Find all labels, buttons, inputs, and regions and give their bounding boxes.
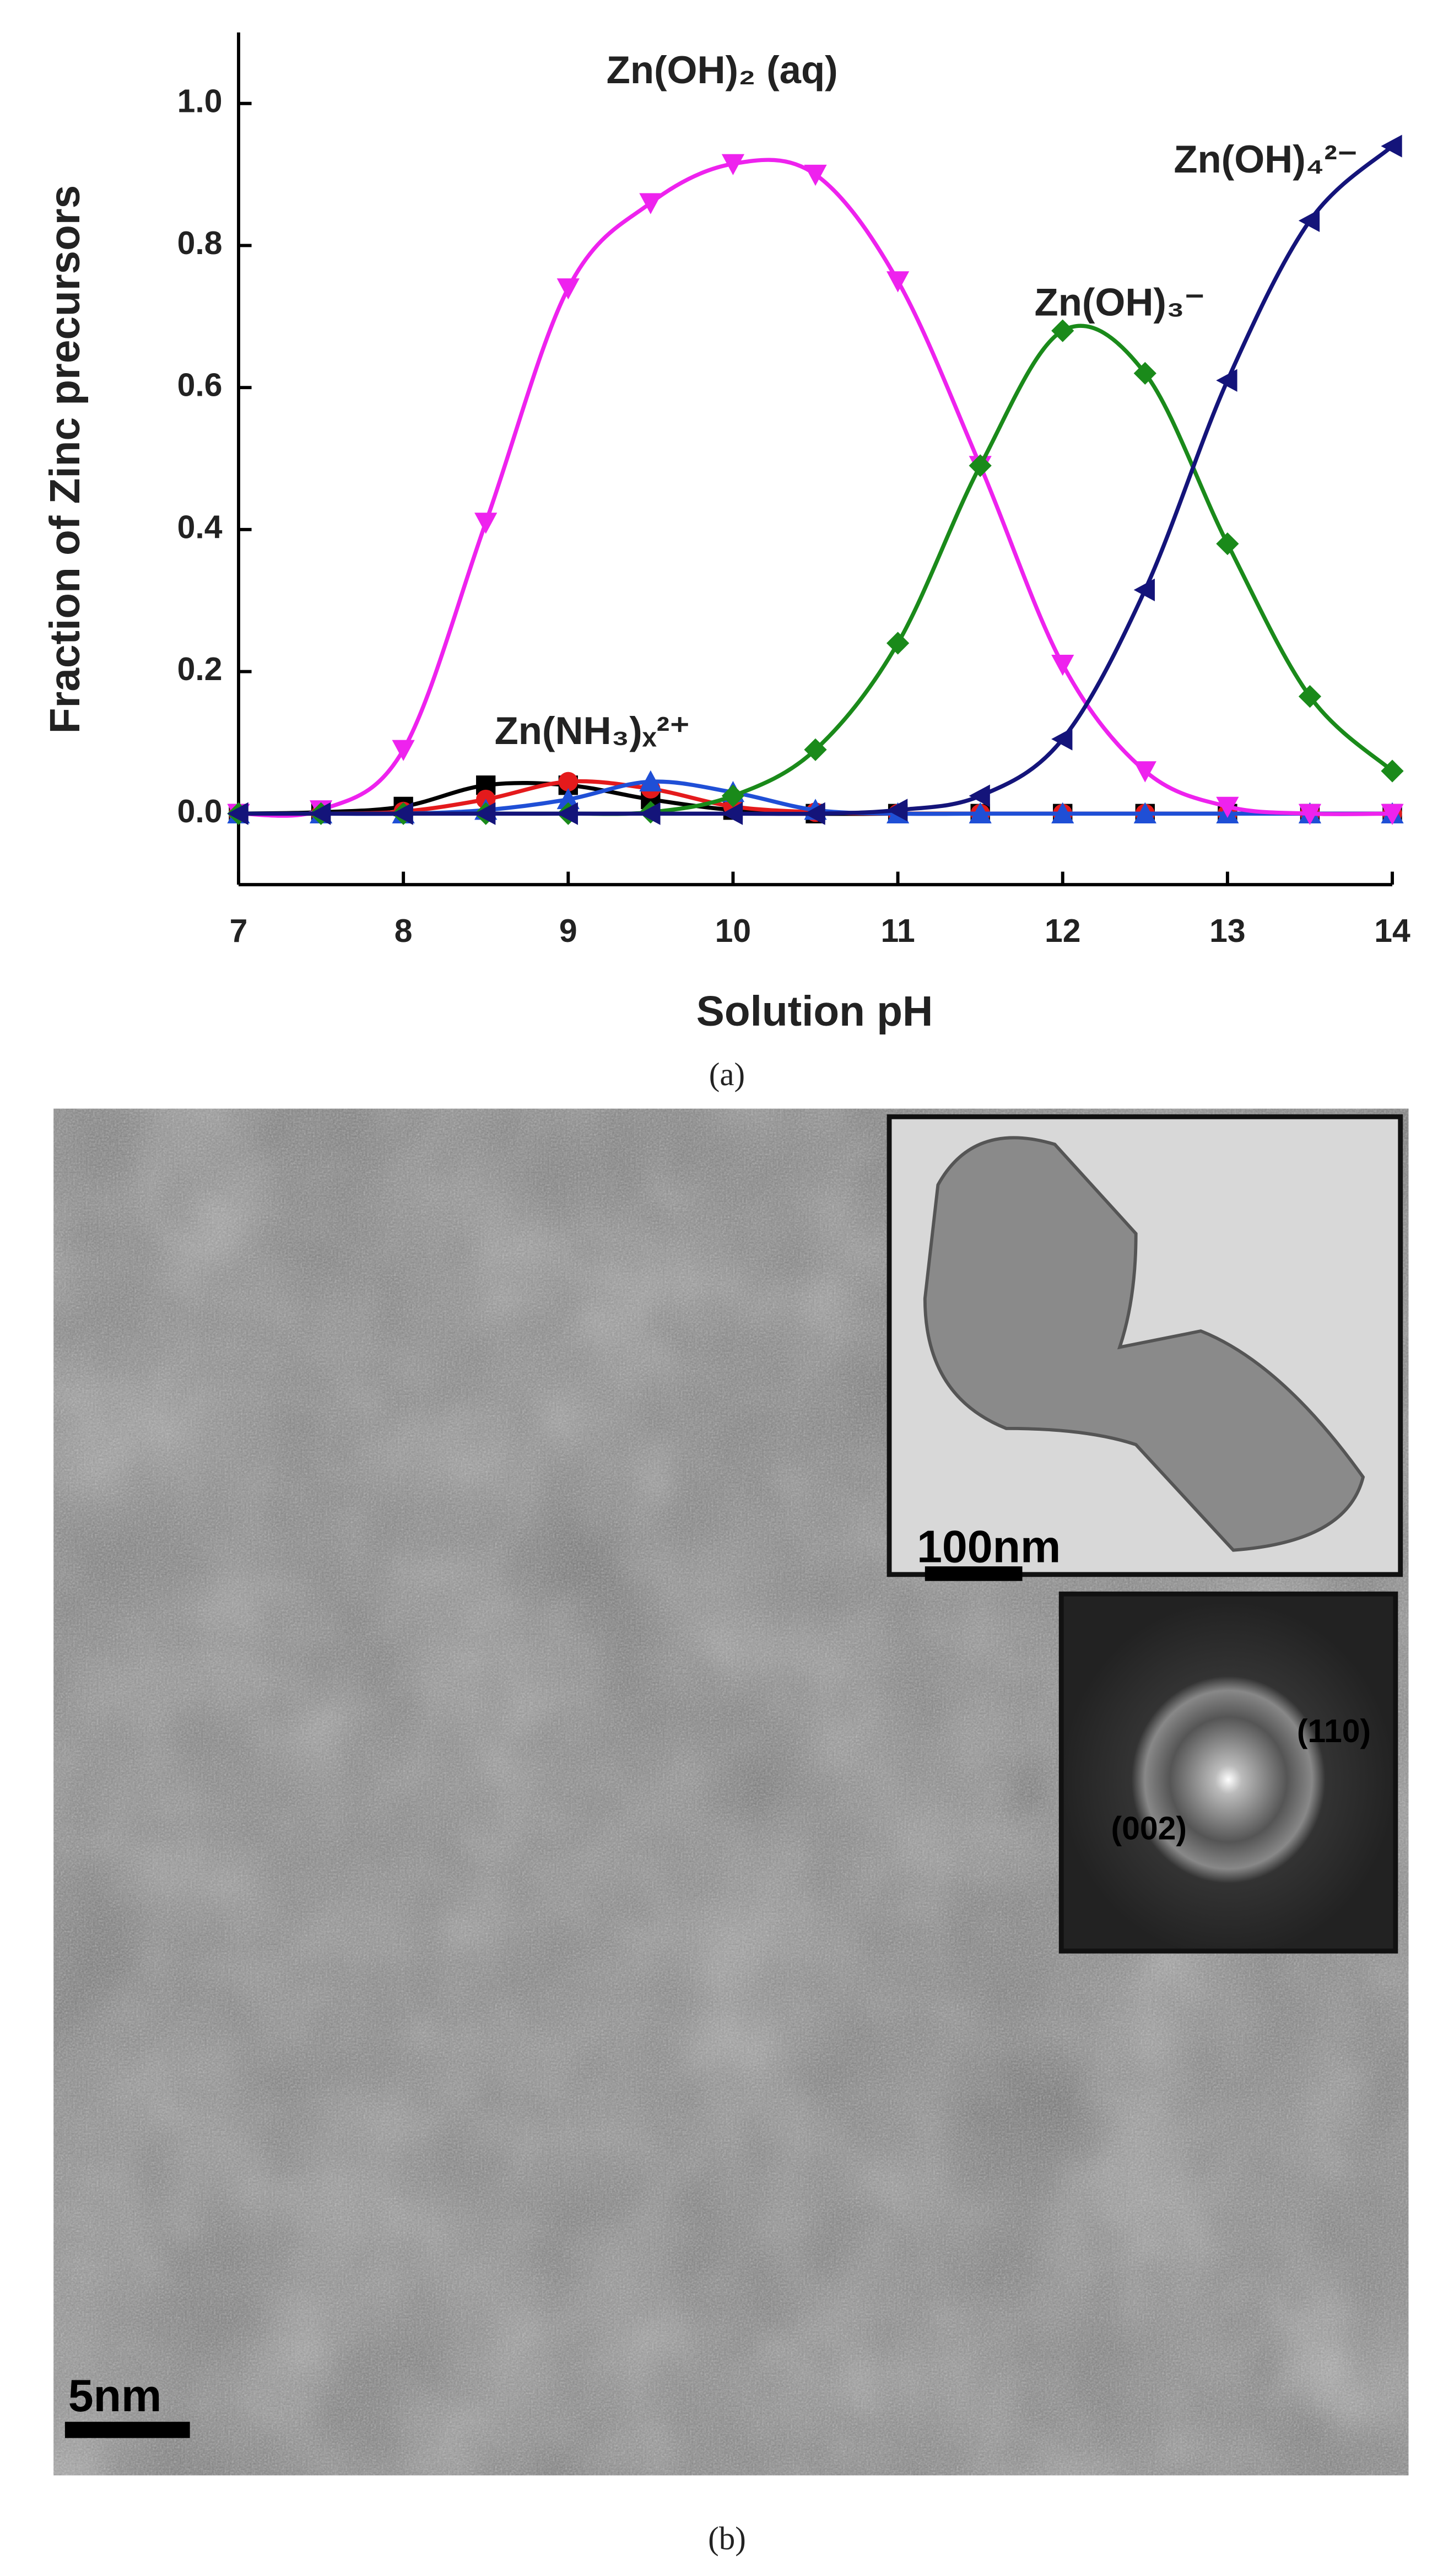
marker (1381, 134, 1402, 158)
x-tick-label: 13 (1209, 913, 1246, 949)
inset-fft (1058, 1591, 1398, 1954)
marker (721, 802, 743, 825)
marker (969, 784, 990, 807)
marker (969, 802, 992, 823)
marker (1051, 319, 1074, 342)
marker (1133, 761, 1156, 783)
diffraction-label: (110) (1297, 1713, 1371, 1749)
micrograph: 100nm (110) (002) 5nm (53, 1108, 1409, 2476)
marker (1133, 578, 1155, 602)
marker (639, 770, 662, 791)
marker (1133, 802, 1156, 823)
inset-scale-bar (925, 1566, 1023, 1581)
y-tick-label: 0.8 (177, 225, 223, 261)
marker (474, 802, 496, 825)
marker (1216, 796, 1239, 818)
annotation: Zn(OH)₃⁻ (1035, 280, 1205, 324)
marker (558, 772, 578, 791)
marker (804, 164, 827, 186)
marker (886, 632, 910, 655)
x-tick-label: 7 (230, 913, 248, 949)
marker (556, 278, 580, 300)
marker (1051, 727, 1073, 751)
marker (721, 154, 745, 175)
marker (1381, 804, 1404, 825)
y-tick-label: 0.6 (177, 368, 223, 403)
inset-scale-label: 100nm (917, 1521, 1061, 1572)
marker (1298, 209, 1320, 232)
marker (804, 802, 825, 825)
x-axis-label: Solution pH (696, 988, 933, 1035)
marker (556, 788, 580, 810)
inset-particle (923, 1136, 1365, 1552)
x-tick-label: 8 (394, 913, 413, 949)
y-tick-label: 0.4 (177, 509, 223, 545)
diffraction-label: (002) (1111, 1811, 1187, 1847)
x-tick-label: 12 (1045, 913, 1081, 949)
marker (721, 784, 745, 807)
marker (309, 802, 331, 825)
scale-bar (64, 2422, 190, 2438)
marker (1216, 369, 1237, 392)
marker (227, 802, 248, 825)
marker (474, 513, 498, 534)
annotation: Zn(NH₃)ₓ²⁺ (495, 709, 690, 752)
marker (1216, 532, 1239, 556)
marker (639, 193, 662, 214)
marker (556, 802, 578, 825)
x-tick-label: 10 (715, 913, 752, 949)
marker (392, 802, 413, 825)
annotation: Zn(OH)₄²⁻ (1174, 137, 1358, 181)
x-tick-label: 11 (880, 913, 915, 949)
marker (1298, 804, 1322, 825)
marker (969, 454, 992, 477)
y-tick-label: 0.2 (177, 651, 223, 687)
y-tick-label: 0.0 (177, 794, 223, 829)
series-line (239, 144, 1394, 816)
marker (639, 802, 661, 825)
scale-label: 5nm (68, 2370, 162, 2421)
marker (1051, 655, 1074, 676)
marker (392, 740, 415, 761)
caption: (b) (708, 2521, 746, 2557)
marker (886, 799, 908, 822)
marker (1051, 802, 1074, 823)
marker (886, 271, 910, 293)
annotation: Zn(OH)₂ (aq) (607, 48, 838, 91)
x-tick-label: 14 (1374, 913, 1410, 949)
y-axis-label: Fraction of Zinc precursors (42, 185, 89, 734)
x-tick-label: 9 (559, 913, 577, 949)
caption: (a) (709, 1057, 745, 1092)
series-line (238, 158, 1393, 818)
y-tick-label: 1.0 (177, 83, 223, 119)
